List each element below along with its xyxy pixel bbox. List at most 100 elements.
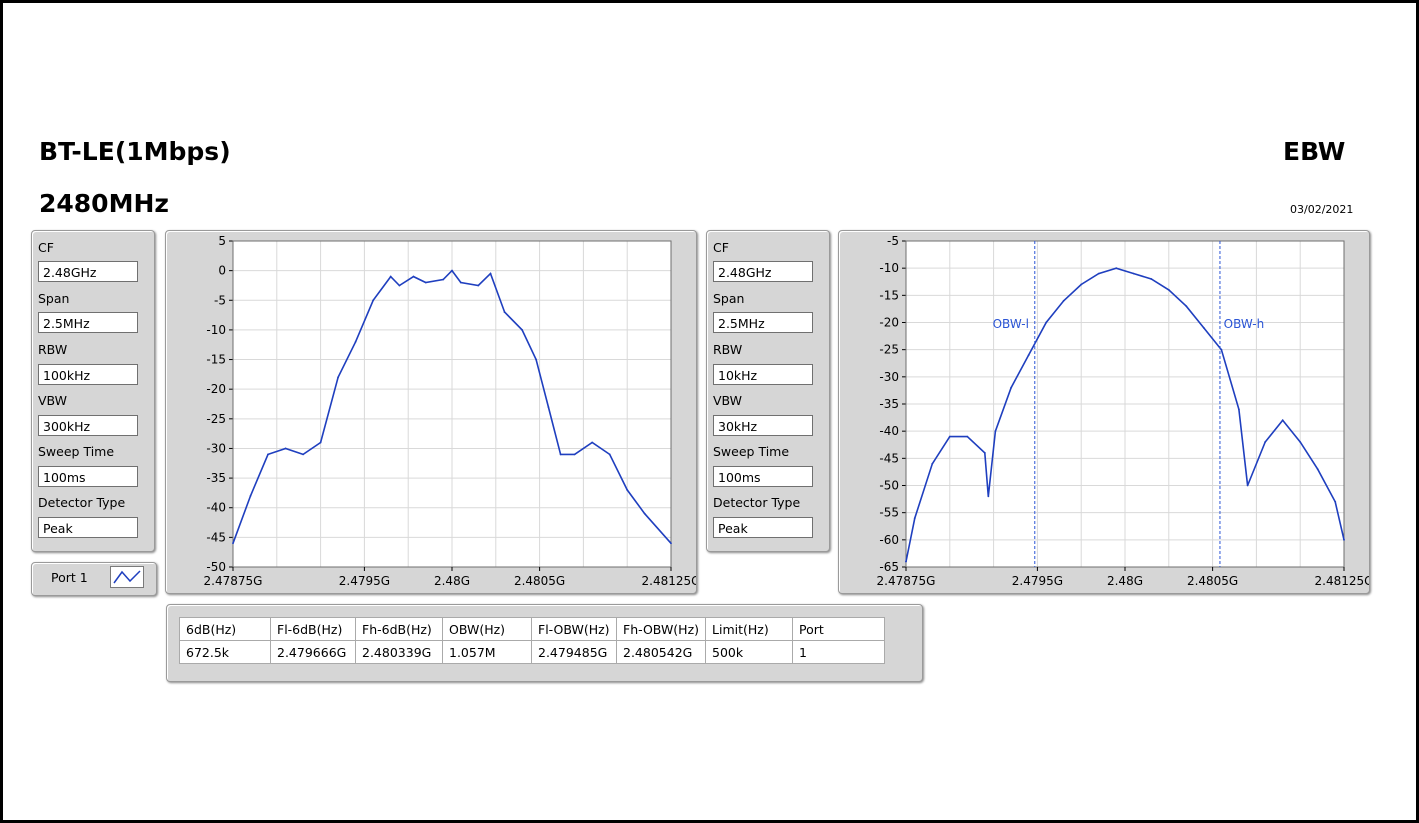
trace-point bbox=[1237, 408, 1240, 411]
detector-type-label: Detector Type bbox=[713, 495, 801, 510]
cell-fl-6db: 2.479666G bbox=[270, 640, 356, 664]
waveform-icon bbox=[110, 566, 144, 588]
spectrum-chart-left: 5 0 -5 -10 -15 -20 -25 -30 -35 -40 -45 -502.47875G 2… bbox=[204, 234, 696, 588]
y-tick-label: -30 bbox=[206, 441, 226, 455]
y-tick-label: -45 bbox=[206, 530, 226, 544]
trace-point bbox=[670, 542, 672, 545]
obw-marker-label: OBW-h bbox=[1224, 317, 1265, 331]
chart-panel-right: -5 -10 -15 -20 -25 -30 -35 -40 -45 -50 -55 -60 -65 2.… bbox=[838, 230, 1370, 594]
y-tick-label: -5 bbox=[214, 293, 226, 307]
trace-point bbox=[931, 462, 934, 465]
y-tick-label: 5 bbox=[218, 234, 226, 248]
y-tick-label: -60 bbox=[879, 533, 899, 547]
trace-point bbox=[1343, 538, 1345, 541]
cell-fh-obw: 2.480542G bbox=[615, 640, 707, 664]
vbw-field[interactable]: 30kHz bbox=[713, 415, 813, 436]
y-tick-label: -15 bbox=[879, 288, 899, 302]
trace-point bbox=[987, 495, 990, 498]
rbw-field[interactable]: 10kHz bbox=[713, 364, 813, 385]
trace-point bbox=[451, 269, 453, 272]
y-tick-label: -10 bbox=[206, 323, 226, 337]
cell-limit: 500k bbox=[705, 640, 794, 664]
vbw-label: VBW bbox=[38, 393, 68, 408]
header-fl-obw: Fl-OBW(Hz) bbox=[531, 617, 617, 641]
trace-point bbox=[948, 435, 951, 438]
x-tick-label: 2.4795G bbox=[1012, 574, 1063, 588]
y-tick-label: -10 bbox=[879, 261, 899, 275]
y-tick-label: -40 bbox=[879, 424, 899, 438]
trace-point bbox=[643, 512, 646, 515]
rbw-label: RBW bbox=[713, 342, 743, 357]
span-field[interactable]: 2.5MHz bbox=[38, 312, 138, 333]
trace-point bbox=[535, 358, 537, 361]
cf-field[interactable]: 2.48GHz bbox=[38, 261, 138, 282]
obw-marker-label: OBW-l bbox=[993, 317, 1029, 331]
trace-point bbox=[1281, 419, 1284, 422]
detector-type-field[interactable]: Peak bbox=[713, 517, 813, 538]
header-obw: OBW(Hz) bbox=[442, 617, 532, 641]
trace-point bbox=[983, 452, 986, 454]
trace-point bbox=[547, 406, 550, 408]
y-tick-label: -55 bbox=[879, 506, 899, 520]
trace-point bbox=[442, 278, 445, 281]
port-label: Port 1 bbox=[51, 570, 88, 585]
trace-point bbox=[1027, 354, 1030, 356]
rbw-label: RBW bbox=[38, 342, 68, 357]
trace-point bbox=[1220, 348, 1223, 351]
y-tick-label: -50 bbox=[206, 560, 226, 574]
cell-6db: 672.5k bbox=[179, 640, 271, 664]
trace-point bbox=[1264, 441, 1267, 443]
trace-point bbox=[966, 435, 969, 438]
table-row: 672.5k 2.479666G 2.480339G 1.057M 2.4794… bbox=[179, 640, 886, 664]
sweep-time-field[interactable]: 100ms bbox=[38, 466, 138, 487]
y-tick-label: -50 bbox=[879, 479, 899, 493]
trace-point bbox=[1062, 299, 1065, 302]
detector-type-label: Detector Type bbox=[38, 495, 126, 510]
trace-point bbox=[1132, 272, 1135, 275]
header-fl-6db: Fl-6dB(Hz) bbox=[270, 617, 356, 641]
trace-point bbox=[1299, 441, 1302, 443]
frequency-title: 2480MHz bbox=[39, 189, 169, 218]
trace-point bbox=[1045, 321, 1048, 324]
detector-type-field[interactable]: Peak bbox=[38, 517, 138, 538]
date-label: 03/02/2021 bbox=[1290, 203, 1354, 216]
trace-point bbox=[398, 284, 401, 287]
sweep-time-label: Sweep Time bbox=[38, 444, 115, 459]
trace-point bbox=[249, 494, 252, 497]
trace-point bbox=[372, 299, 375, 302]
sweep-time-field[interactable]: 100ms bbox=[713, 466, 813, 487]
trace-point bbox=[477, 284, 480, 287]
results-table-panel: 6dB(Hz) Fl-6dB(Hz) Fh-6dB(Hz) OBW(Hz) Fl… bbox=[166, 604, 923, 682]
rbw-field[interactable]: 100kHz bbox=[38, 364, 138, 385]
vbw-label: VBW bbox=[713, 393, 743, 408]
x-tick-label: 2.4805G bbox=[1187, 574, 1238, 588]
y-tick-label: -40 bbox=[206, 501, 226, 515]
table-header-row: 6dB(Hz) Fl-6dB(Hz) Fh-6dB(Hz) OBW(Hz) Fl… bbox=[179, 617, 886, 641]
y-tick-label: -45 bbox=[879, 451, 899, 465]
y-tick-label: -35 bbox=[206, 471, 226, 485]
x-tick-label: 2.48125G bbox=[1315, 574, 1369, 588]
cf-field[interactable]: 2.48GHz bbox=[713, 261, 813, 282]
port-selector[interactable]: Port 1 bbox=[31, 562, 157, 596]
trace-point bbox=[412, 275, 415, 278]
y-tick-label: -25 bbox=[206, 412, 226, 426]
sweep-time-label: Sweep Time bbox=[713, 444, 790, 459]
settings-panel-right: CF 2.48GHz Span 2.5MHz RBW 10kHz VBW 30k… bbox=[706, 230, 830, 552]
trace-point bbox=[1316, 468, 1319, 471]
trace-point bbox=[591, 441, 594, 444]
span-label: Span bbox=[713, 291, 745, 306]
page-title: BT-LE(1Mbps) bbox=[39, 137, 231, 166]
cf-label: CF bbox=[713, 240, 729, 255]
trace-point bbox=[337, 376, 340, 379]
trace-point bbox=[905, 560, 907, 563]
y-tick-label: -25 bbox=[879, 343, 899, 357]
trace-point bbox=[354, 340, 357, 343]
vbw-field[interactable]: 300kHz bbox=[38, 415, 138, 436]
y-tick-label: -20 bbox=[879, 316, 899, 330]
span-field[interactable]: 2.5MHz bbox=[713, 312, 813, 333]
trace-point bbox=[489, 272, 492, 275]
span-label: Span bbox=[38, 291, 70, 306]
cell-obw: 1.057M bbox=[442, 640, 532, 664]
y-tick-label: -20 bbox=[206, 382, 226, 396]
